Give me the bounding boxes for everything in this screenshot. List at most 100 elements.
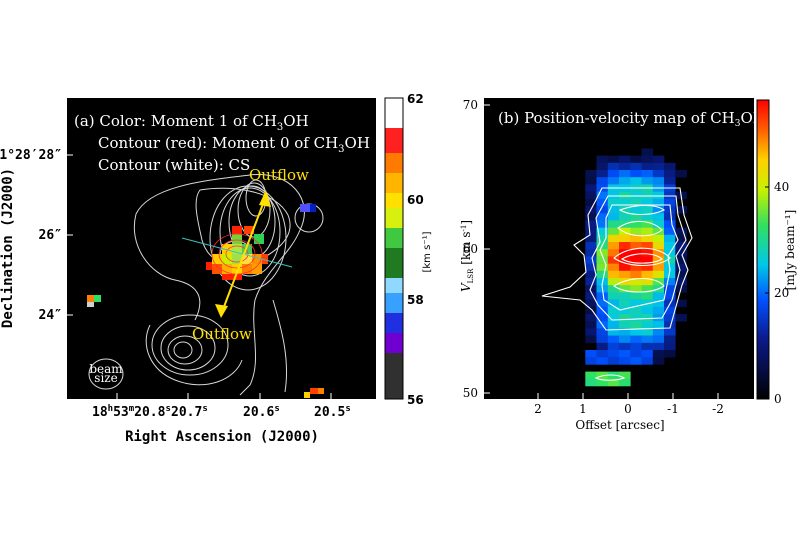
pv-pixel <box>641 213 654 221</box>
pv-pixel <box>619 155 631 164</box>
pv-pixel <box>585 350 597 358</box>
colorbar-b-tick: 40 <box>774 180 789 194</box>
panel-b-title: (b) Position-velocity map of CH3OH <box>498 109 766 129</box>
pv-pixel <box>652 206 665 214</box>
pv-pixel <box>607 357 620 365</box>
x-axis-title: Right Ascension (J2000) <box>125 429 319 445</box>
pv-pixel <box>619 234 631 243</box>
outflow-arrowhead-bottom <box>215 304 228 318</box>
pv-pixel <box>641 350 654 358</box>
pv-pixel <box>641 242 654 250</box>
pv-pixel <box>607 292 620 300</box>
pv-pixel <box>652 306 665 315</box>
pv-pixel <box>607 198 620 207</box>
pv-pixel <box>619 299 631 308</box>
pv-pixel <box>664 314 676 322</box>
pv-pixel <box>585 227 597 236</box>
x-tick-label: 20.7s <box>171 404 208 420</box>
pv-pixel <box>675 299 687 308</box>
pv-pixel <box>652 198 665 207</box>
pv-pixel <box>607 227 620 236</box>
outflow-axes <box>181 190 293 318</box>
pv-pixel <box>652 177 665 185</box>
pv-pixel <box>630 278 642 286</box>
pv-pixel <box>664 213 676 221</box>
pv-pixel <box>596 335 609 344</box>
pv-pixel <box>607 321 620 329</box>
colorbar-a-tick: 62 <box>407 92 424 106</box>
pv-pixel <box>630 234 642 243</box>
pv-pixel <box>630 155 642 164</box>
pv-pixel <box>607 306 620 315</box>
colorbar-a-label: [km s⁻¹] <box>422 231 433 272</box>
beam-label-size: size <box>94 371 117 385</box>
pv-pixel <box>607 285 620 293</box>
pv-pixel <box>641 263 654 272</box>
pv-pixel <box>652 191 665 200</box>
pv-pixel <box>630 249 642 257</box>
pv-pixel <box>619 242 631 250</box>
colorbar-a-tick: 60 <box>407 193 424 207</box>
pv-pixel <box>652 213 665 221</box>
pv-pixel <box>585 357 597 365</box>
pv-pixel <box>641 270 654 279</box>
pv-pixel <box>652 263 665 272</box>
panel-b-ticks <box>484 104 719 399</box>
y-axis-title: Declination (J2000) <box>0 168 16 328</box>
pv-pixel <box>664 170 676 178</box>
pv-pixel <box>619 328 631 336</box>
pv-pixel <box>596 213 609 221</box>
pv-pixel <box>630 213 642 221</box>
y-tick-label: 26″ <box>39 228 62 243</box>
pv-pixel <box>607 350 620 358</box>
pv-pixel <box>630 357 642 365</box>
pv-pixel <box>652 321 665 329</box>
pv-pixel <box>630 170 642 178</box>
pv-pixel <box>596 170 609 178</box>
pv-pixel <box>664 227 676 236</box>
pv-pixel <box>619 249 631 257</box>
pv-pixel <box>619 321 631 329</box>
pv-pixel <box>630 285 642 293</box>
panel-b: (b) Position-velocity map of CH3OH 70 60… <box>459 98 797 432</box>
pv-pixel <box>641 177 654 185</box>
pv-pixel <box>585 234 597 243</box>
pv-pixel <box>596 177 609 185</box>
pv-pixel <box>607 263 620 272</box>
pv-pixel <box>641 148 654 156</box>
pv-pixel <box>641 256 654 264</box>
pv-pixel <box>619 350 631 358</box>
pv-pixel <box>675 234 687 243</box>
pv-pixel <box>619 170 631 178</box>
pv-pixel <box>630 256 642 264</box>
pv-pixel <box>596 227 609 236</box>
pv-pixel <box>619 335 631 344</box>
pv-pixel <box>652 335 665 344</box>
pv-pixel <box>607 299 620 308</box>
pv-x-axis-title: Offset [arcsec] <box>575 418 664 432</box>
pv-pixel <box>619 270 631 279</box>
pv-x-tick-label: -2 <box>712 402 724 416</box>
pv-pixel <box>596 378 609 387</box>
pv-pixel <box>664 162 676 171</box>
pv-pixel <box>619 371 631 380</box>
pv-pixel <box>596 292 609 300</box>
pv-map <box>585 148 687 387</box>
pv-pixel <box>675 278 687 286</box>
pv-pixel <box>652 350 665 358</box>
pv-pixel <box>585 242 597 250</box>
pv-pixel <box>664 234 676 243</box>
pv-pixel <box>641 206 654 214</box>
pv-pixel <box>675 242 687 250</box>
pv-pixel <box>607 220 620 228</box>
pv-pixel <box>607 191 620 200</box>
pv-pixel <box>641 357 654 365</box>
pv-pixel <box>619 357 631 365</box>
pv-pixel <box>585 191 597 200</box>
pv-pixel <box>641 278 654 286</box>
pv-pixel <box>619 285 631 293</box>
pv-pixel <box>619 263 631 272</box>
pv-pixel <box>630 206 642 214</box>
pv-pixel <box>641 234 654 243</box>
pv-pixel <box>664 242 676 250</box>
